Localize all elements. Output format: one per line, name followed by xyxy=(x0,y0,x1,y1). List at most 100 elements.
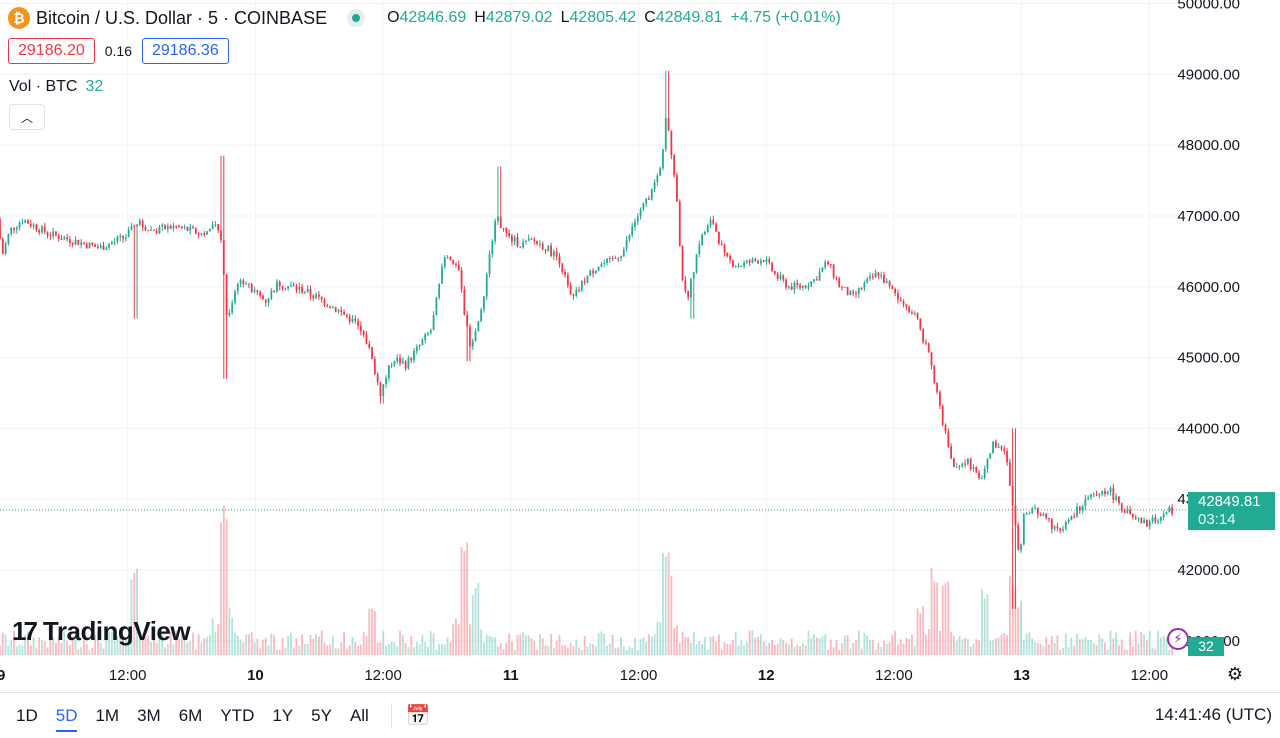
candle-body xyxy=(709,219,712,226)
volume-bar xyxy=(1081,639,1084,655)
volume-bar xyxy=(441,643,443,655)
volume-label[interactable]: Vol · BTC xyxy=(9,78,78,95)
volume-bar xyxy=(1025,633,1028,655)
symbol-title[interactable]: Bitcoin / U.S. Dollar · 5 · COINBASE xyxy=(36,7,328,28)
candle-body xyxy=(631,226,634,236)
volume-bar xyxy=(737,645,740,655)
candle-body xyxy=(1090,494,1092,498)
utc-clock[interactable]: 14:41:46 (UTC) xyxy=(1154,705,1272,724)
volume-bar xyxy=(309,634,312,655)
volume-bar xyxy=(365,635,368,655)
timeframe-5y[interactable]: 5Y xyxy=(311,705,332,725)
volume-bar xyxy=(18,644,21,655)
candle-body xyxy=(301,286,304,293)
candle-body xyxy=(611,257,614,259)
candle-body xyxy=(359,325,362,332)
volume-bar xyxy=(69,644,71,655)
candle-body xyxy=(385,377,387,385)
candle-body xyxy=(894,288,897,294)
volume-bar xyxy=(270,633,273,655)
volume-bar xyxy=(24,634,27,655)
volume-bar xyxy=(743,645,745,655)
candle-body xyxy=(429,330,432,333)
volume-bar xyxy=(888,642,891,655)
timeframe-5d[interactable]: 5D xyxy=(55,705,78,732)
collapse-legend-button[interactable]: ︿ xyxy=(9,104,45,130)
candle-body xyxy=(208,228,211,232)
volume-bar xyxy=(29,645,32,655)
timeframe-1y[interactable]: 1Y xyxy=(272,705,294,725)
candle-body xyxy=(936,382,939,393)
candle-body xyxy=(639,209,642,217)
candle-body xyxy=(379,382,382,396)
volume-bar xyxy=(150,642,152,655)
sell-button[interactable]: 29186.20 xyxy=(8,38,95,64)
volume-bar xyxy=(1050,636,1053,655)
lightning-icon[interactable]: ⚡ xyxy=(1167,628,1189,650)
timeframe-1d[interactable]: 1D xyxy=(16,705,38,725)
toolbar-divider xyxy=(390,702,392,729)
candle-body xyxy=(829,264,832,266)
candle-body xyxy=(264,299,267,303)
calendar-range-icon[interactable]: 📅 xyxy=(405,705,431,727)
volume-bar xyxy=(225,519,228,655)
volume-bar xyxy=(55,642,57,655)
candle-body xyxy=(533,239,536,241)
volume-bar xyxy=(768,642,771,655)
candle-body xyxy=(315,294,318,299)
candle-body xyxy=(354,318,357,321)
candle-body xyxy=(594,270,597,274)
volume-bar xyxy=(404,643,407,655)
price-chart[interactable]: 41000.0042000.0043000.0044000.0045000.00… xyxy=(0,0,1280,692)
candle-body xyxy=(180,226,183,228)
settings-gear-icon[interactable]: ⚙ xyxy=(1226,664,1244,684)
buy-button[interactable]: 29186.36 xyxy=(141,38,229,64)
candle-body xyxy=(1050,519,1053,530)
candle-body xyxy=(508,232,511,236)
candle-body xyxy=(413,351,415,361)
market-status-icon[interactable] xyxy=(347,9,366,27)
volume-bar xyxy=(827,649,829,655)
candle-body xyxy=(91,242,94,245)
volume-bar xyxy=(729,643,732,655)
volume-bar xyxy=(446,637,449,655)
volume-bar xyxy=(908,638,911,655)
timeframe-ytd[interactable]: YTD xyxy=(220,705,255,725)
tradingview-logo[interactable]: 17 TradingView xyxy=(12,616,191,647)
volume-bar xyxy=(161,634,164,655)
volume-bar xyxy=(245,634,248,655)
candle-body xyxy=(362,331,365,335)
timeframe-3m[interactable]: 3M xyxy=(137,705,161,725)
volume-bar xyxy=(913,645,916,655)
candle-body xyxy=(911,312,913,314)
timeframe-all[interactable]: All xyxy=(349,705,369,725)
candle-body xyxy=(673,155,676,176)
volume-bar xyxy=(169,631,172,655)
volume-bar xyxy=(505,642,508,655)
candle-body xyxy=(200,233,203,235)
volume-bar xyxy=(421,634,424,655)
volume-bar xyxy=(922,606,925,655)
volume-bar xyxy=(21,645,24,655)
candle-body xyxy=(21,222,24,224)
volume-bar xyxy=(1014,587,1017,655)
candle-body xyxy=(975,467,978,473)
volume-bar xyxy=(273,635,276,655)
timeframe-buttons: 1D 5D 1M 3M 6M YTD 1Y 5Y All xyxy=(0,705,371,732)
candle-body xyxy=(38,230,41,233)
candle-body xyxy=(214,224,217,226)
volume-bar xyxy=(239,639,242,655)
candle-body xyxy=(1064,521,1067,529)
candle-body xyxy=(578,289,580,291)
candle-body xyxy=(262,295,264,300)
candle-body xyxy=(124,237,127,239)
timeframe-6m[interactable]: 6M xyxy=(178,705,203,725)
ohlc-values: O42846.69 H42879.02 L42805.42 C42849.81 xyxy=(387,9,730,27)
volume-bar xyxy=(183,637,186,655)
timeframe-1m[interactable]: 1M xyxy=(95,705,120,725)
candle-body xyxy=(401,361,404,364)
volume-bar xyxy=(1129,632,1132,655)
candle-body xyxy=(69,239,71,243)
volume-bar xyxy=(460,547,463,655)
volume-bar xyxy=(4,634,7,655)
